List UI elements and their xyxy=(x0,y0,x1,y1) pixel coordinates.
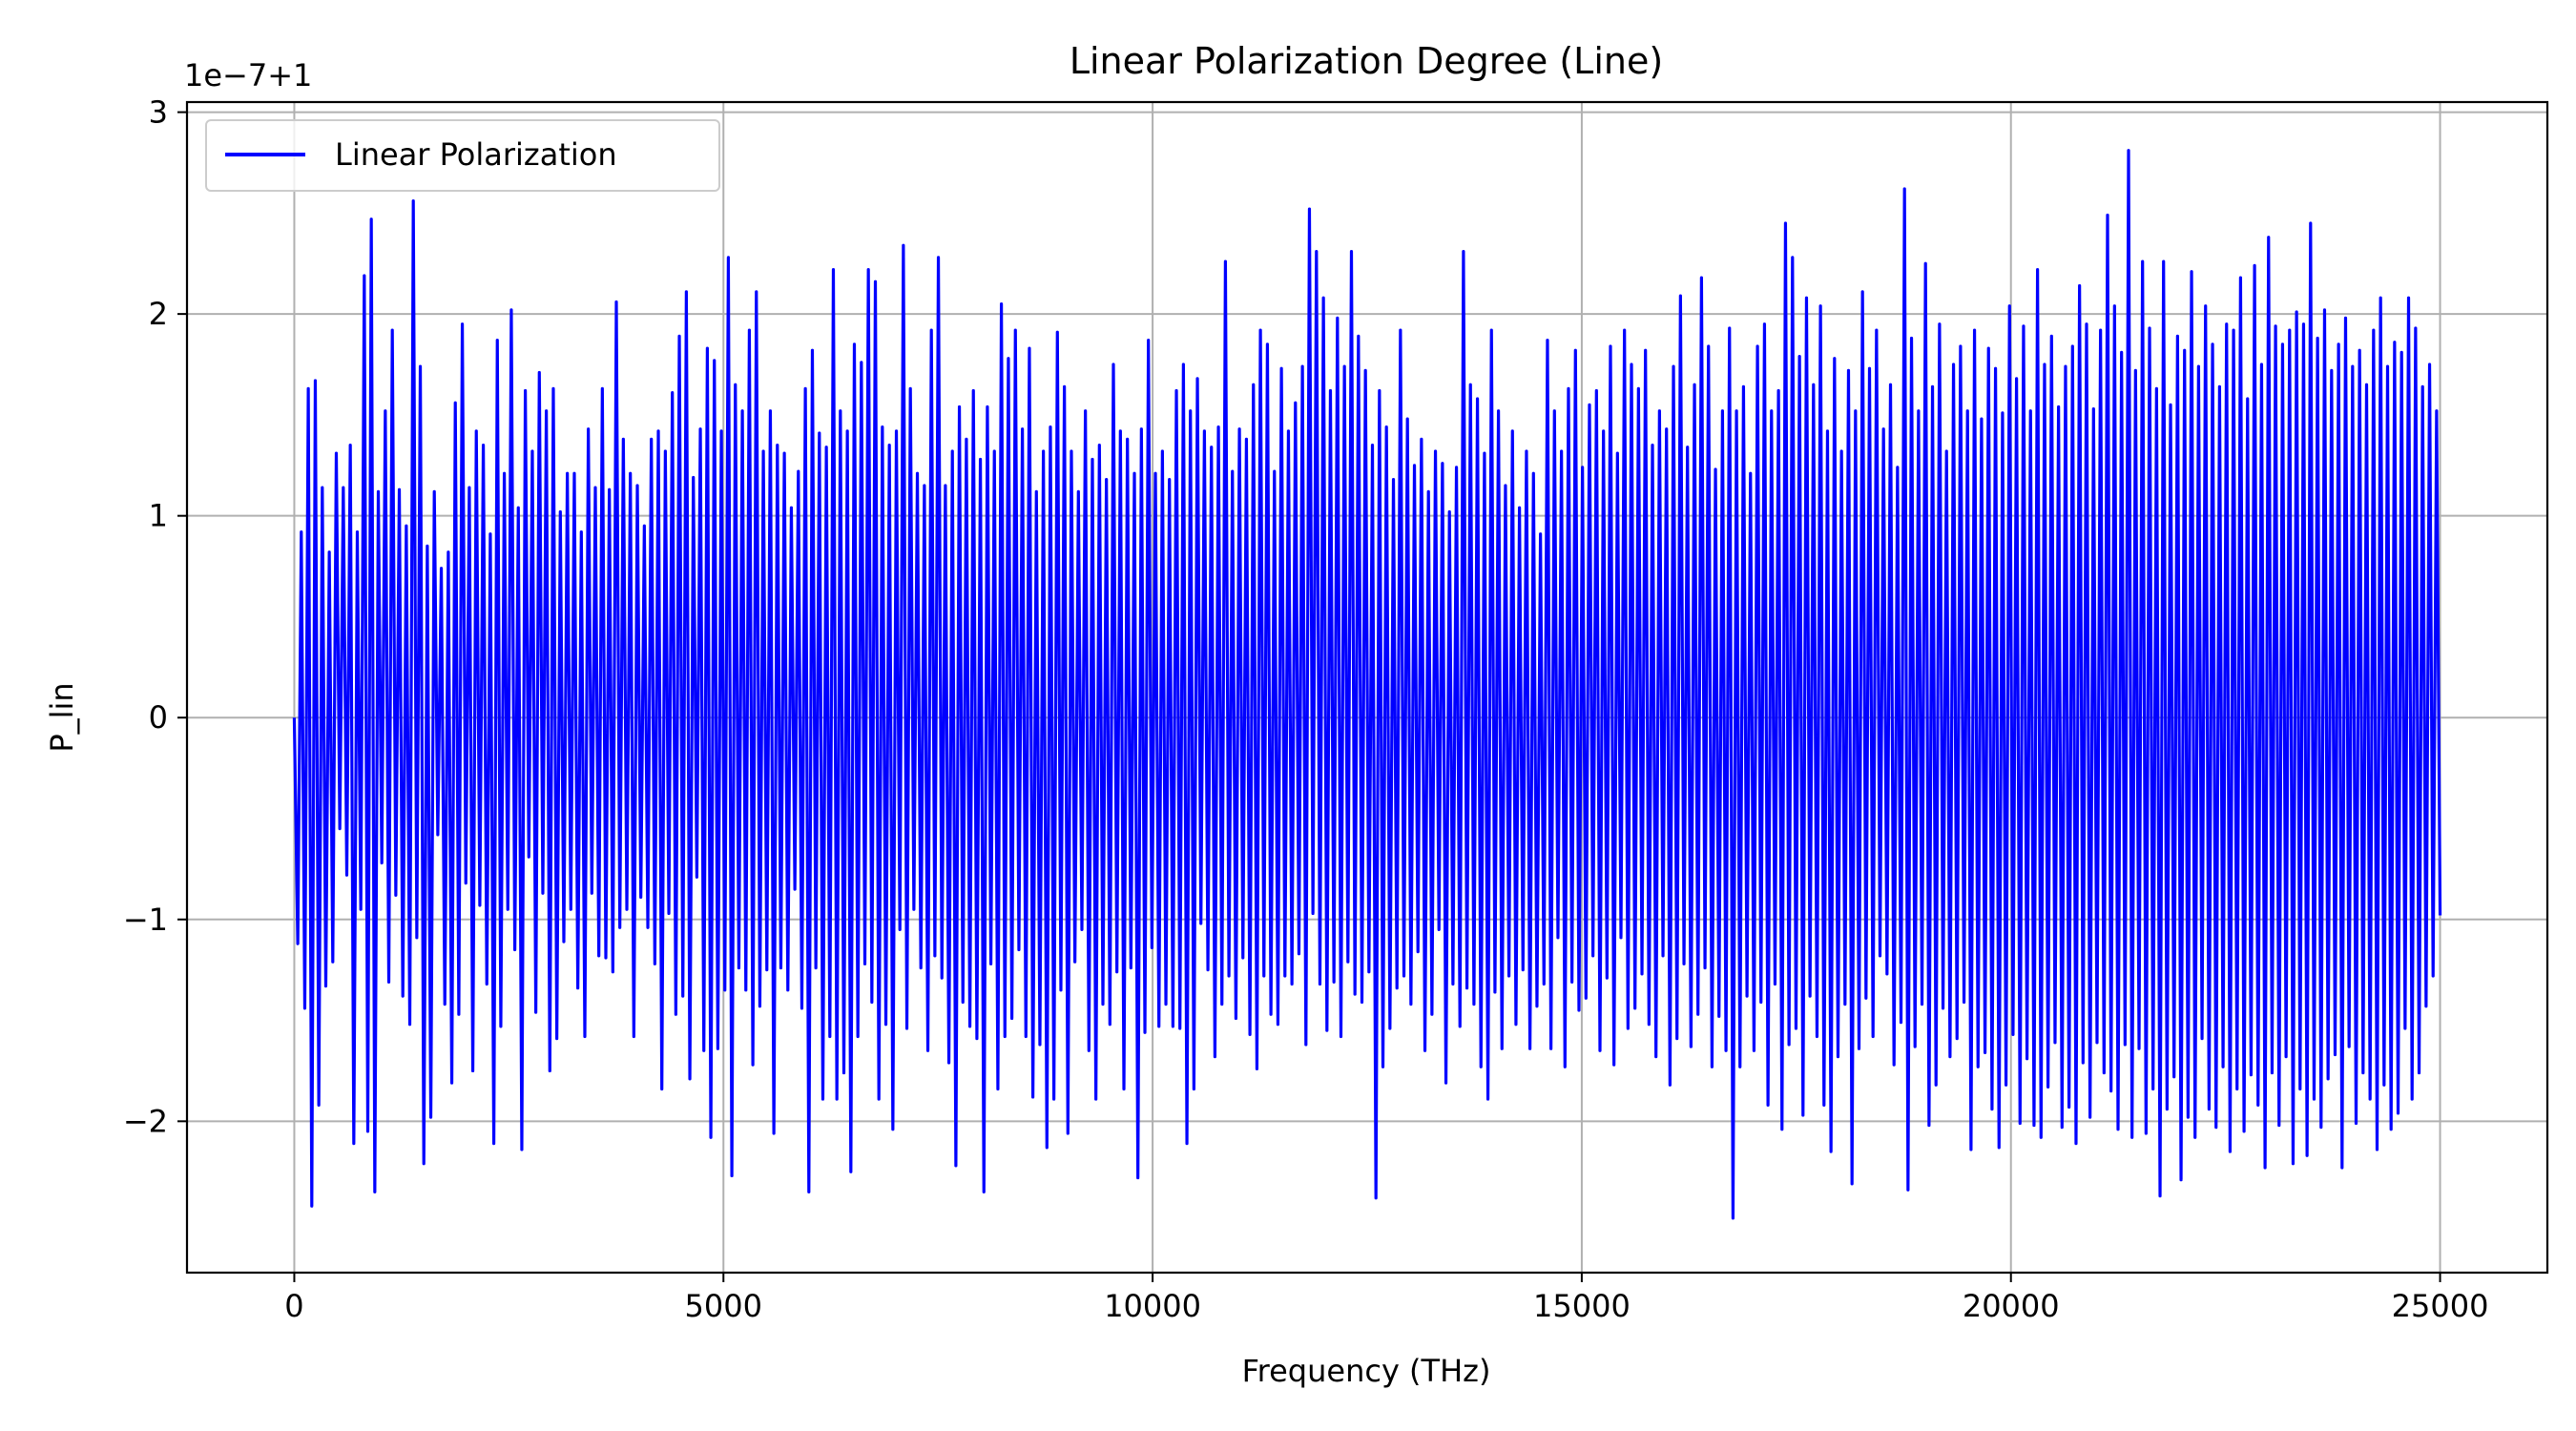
x-axis: 0 5000 10000 15000 20000 25000 xyxy=(284,1273,2488,1324)
x-tick-label: 15000 xyxy=(1533,1288,1631,1324)
x-tick-label: 10000 xyxy=(1104,1288,1201,1324)
legend-entry: Linear Polarization xyxy=(335,136,617,173)
y-axis: −2 −1 0 1 2 3 xyxy=(123,94,187,1139)
y-axis-label: P_lin xyxy=(44,682,80,752)
series-layer xyxy=(292,149,2442,1220)
x-tick-label: 20000 xyxy=(1963,1288,2060,1324)
series-line-linear-polarization xyxy=(292,149,2442,1220)
legend: Linear Polarization xyxy=(205,119,720,192)
y-tick-label: 2 xyxy=(149,296,168,332)
x-tick-label: 25000 xyxy=(2392,1288,2489,1324)
y-tick-label: 0 xyxy=(149,699,168,736)
x-tick-label: 5000 xyxy=(685,1288,762,1324)
chart-title: Linear Polarization Degree (Line) xyxy=(1070,40,1663,82)
y-tick-label: −2 xyxy=(123,1103,168,1139)
y-offset-label: 1e−7+1 xyxy=(184,57,312,93)
x-axis-label: Frequency (THz) xyxy=(1242,1353,1491,1389)
y-tick-label: −1 xyxy=(123,902,168,938)
y-tick-label: 3 xyxy=(149,94,168,131)
plot-frame xyxy=(185,100,2549,1275)
x-tick-label: 0 xyxy=(284,1288,303,1324)
legend-box xyxy=(205,119,720,192)
y-tick-label: 1 xyxy=(149,498,168,534)
